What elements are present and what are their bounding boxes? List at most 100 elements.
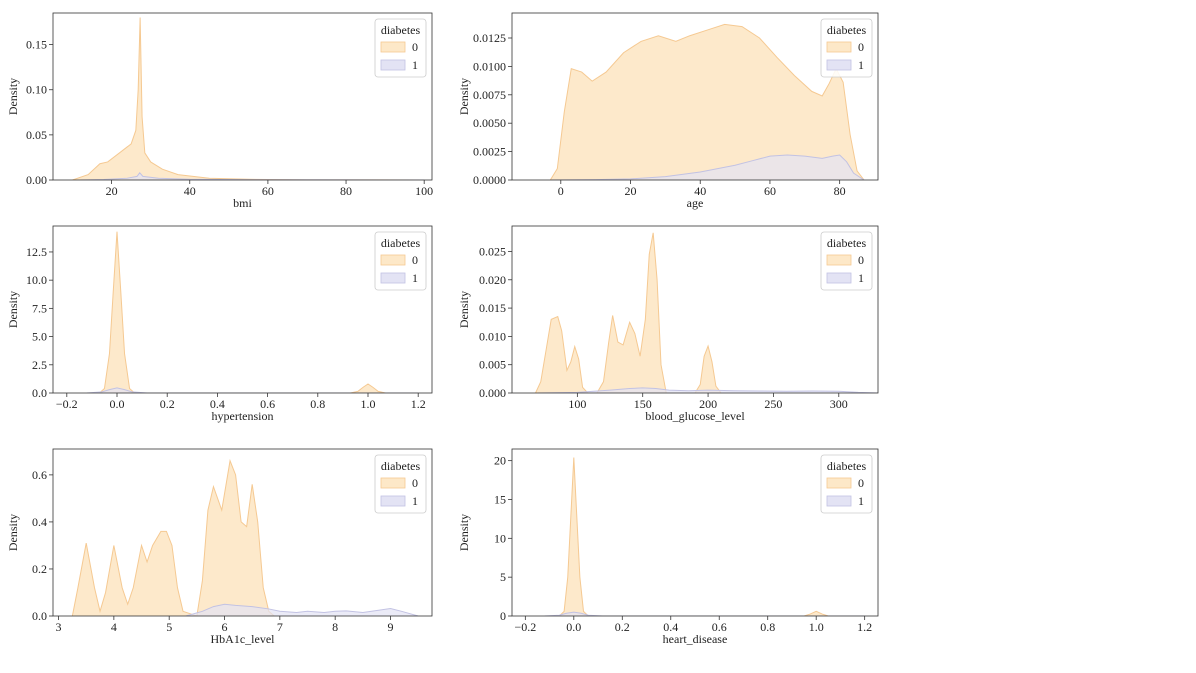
legend-swatch-class-1	[826, 272, 852, 284]
y-tick-label: 0.00	[26, 173, 47, 187]
x-tick-label: 8	[332, 620, 338, 634]
density-line-class-0	[72, 17, 425, 180]
x-axis-label: hypertension	[212, 409, 274, 423]
y-tick-label: 0.010	[479, 329, 506, 343]
x-tick-label: 3	[56, 620, 62, 634]
x-tick-label: 0.8	[310, 397, 325, 411]
y-tick-label: 0.0	[32, 609, 47, 623]
legend-label: 0	[412, 476, 418, 490]
y-axis-label: Density	[457, 514, 471, 551]
legend-label: 0	[858, 476, 864, 490]
legend-swatch-class-0	[380, 477, 406, 489]
y-tick-label: 0.05	[26, 128, 47, 142]
density-line-class-1	[544, 611, 865, 616]
y-tick-label: 15	[494, 492, 506, 506]
x-tick-label: 80	[834, 184, 846, 198]
density-fill-class-0	[72, 460, 275, 616]
y-tick-label: 0.000	[479, 386, 506, 400]
legend-label: 1	[412, 494, 418, 508]
legend-title: diabetes	[381, 236, 421, 250]
x-tick-label: 250	[764, 397, 782, 411]
legend-label: 1	[858, 58, 864, 72]
x-tick-label: 0	[558, 184, 564, 198]
axes-frame	[52, 12, 433, 181]
subplot-blood-glucose-level: 100 150 200 250 300 0.000 0.005 0.010 0.015 0.020…	[457, 225, 879, 423]
x-tick-label: 300	[830, 397, 848, 411]
x-tick-label: 9	[388, 620, 394, 634]
legend-swatch-class-1	[380, 495, 406, 507]
subplot-hypertension: −0.2 0.0 0.2 0.4 0.6 0.8 1.0 1.2 0.0 2.5 5.0 7.5 10.…	[6, 225, 433, 423]
x-tick-label: 200	[699, 397, 717, 411]
subplot-heart-disease: −0.2 0.0 0.2 0.4 0.6 0.8 1.0 1.205101520heart_d…	[457, 448, 879, 646]
x-axis-label: bmi	[233, 196, 252, 210]
density-line-class-1	[538, 387, 878, 393]
x-tick-label: 60	[764, 184, 776, 198]
y-tick-label: 0.0075	[473, 88, 506, 102]
x-tick-label: 6	[222, 620, 228, 634]
subplot-age: 0 20 40 60 80 0.0000 0.0025 0.0050 0.0075 0.0100 0…	[457, 12, 879, 210]
x-tick-label: 0.6	[260, 397, 275, 411]
y-tick-label: 0.15	[26, 38, 47, 52]
y-tick-label: 0.0025	[473, 145, 506, 159]
legend-label: 1	[412, 58, 418, 72]
x-tick-label: 20	[106, 184, 118, 198]
y-tick-label: 0.4	[32, 515, 47, 529]
x-tick-label: 0.2	[160, 397, 175, 411]
density-line-class-1	[185, 603, 419, 616]
x-axis-label: heart_disease	[663, 632, 728, 646]
x-tick-label: 100	[568, 397, 586, 411]
x-tick-label: 0.2	[615, 620, 630, 634]
density-fill-class-0	[550, 24, 865, 180]
density-areas	[544, 457, 865, 616]
y-tick-label: 0.025	[479, 244, 506, 258]
legend-swatch-class-1	[826, 495, 852, 507]
x-tick-label: 7	[277, 620, 283, 634]
x-tick-label: 1.0	[809, 620, 824, 634]
legend: diabetes 0 1	[820, 231, 873, 291]
subplot-bmi: 20 40 60 80 100 0.00 0.05 0.10 0.15 bmi Density dia…	[6, 12, 433, 210]
y-tick-label: 0.2	[32, 562, 47, 576]
y-tick-label: 0.6	[32, 468, 47, 482]
density-fill-class-0	[72, 17, 425, 180]
x-tick-label: 20	[625, 184, 637, 198]
x-tick-label: 0.0	[110, 397, 125, 411]
legend-swatch-class-0	[380, 41, 406, 53]
density-line-class-1	[86, 387, 419, 393]
legend-swatch-class-1	[826, 59, 852, 71]
legend-swatch-class-0	[380, 254, 406, 266]
x-tick-label: 100	[415, 184, 433, 198]
legend-label: 1	[412, 271, 418, 285]
x-tick-label: 60	[262, 184, 274, 198]
y-tick-label: 0.0125	[473, 31, 506, 45]
x-tick-label: −0.2	[514, 620, 536, 634]
x-tick-label: 40	[184, 184, 196, 198]
density-areas	[71, 458, 419, 616]
axes-frame	[52, 448, 433, 617]
y-tick-label: 0.020	[479, 273, 506, 287]
x-tick-label: 0.4	[210, 397, 225, 411]
legend: diabetes 0 1	[374, 454, 427, 514]
density-areas	[549, 23, 865, 180]
x-axis-label: HbA1c_level	[211, 632, 276, 646]
legend-label: 0	[412, 253, 418, 267]
y-tick-label: 0.0050	[473, 116, 506, 130]
x-tick-label: 1.2	[411, 397, 426, 411]
x-tick-label: 1.2	[857, 620, 872, 634]
density-fill-class-0	[99, 231, 386, 393]
x-tick-label: 40	[694, 184, 706, 198]
y-tick-label: 10	[494, 531, 506, 545]
x-tick-label: −0.2	[56, 397, 78, 411]
x-tick-label: 5	[166, 620, 172, 634]
y-axis-label: Density	[457, 291, 471, 328]
density-line-class-1	[550, 154, 865, 180]
y-axis-label: Density	[6, 78, 20, 115]
density-fill-class-0	[535, 232, 722, 393]
legend-swatch-class-0	[826, 254, 852, 266]
x-tick-label: 150	[634, 397, 652, 411]
y-tick-label: 0.10	[26, 83, 47, 97]
y-tick-label: 0.0000	[473, 173, 506, 187]
legend-label: 0	[858, 253, 864, 267]
density-line-class-0	[535, 232, 722, 393]
density-fill-class-1	[550, 155, 865, 180]
